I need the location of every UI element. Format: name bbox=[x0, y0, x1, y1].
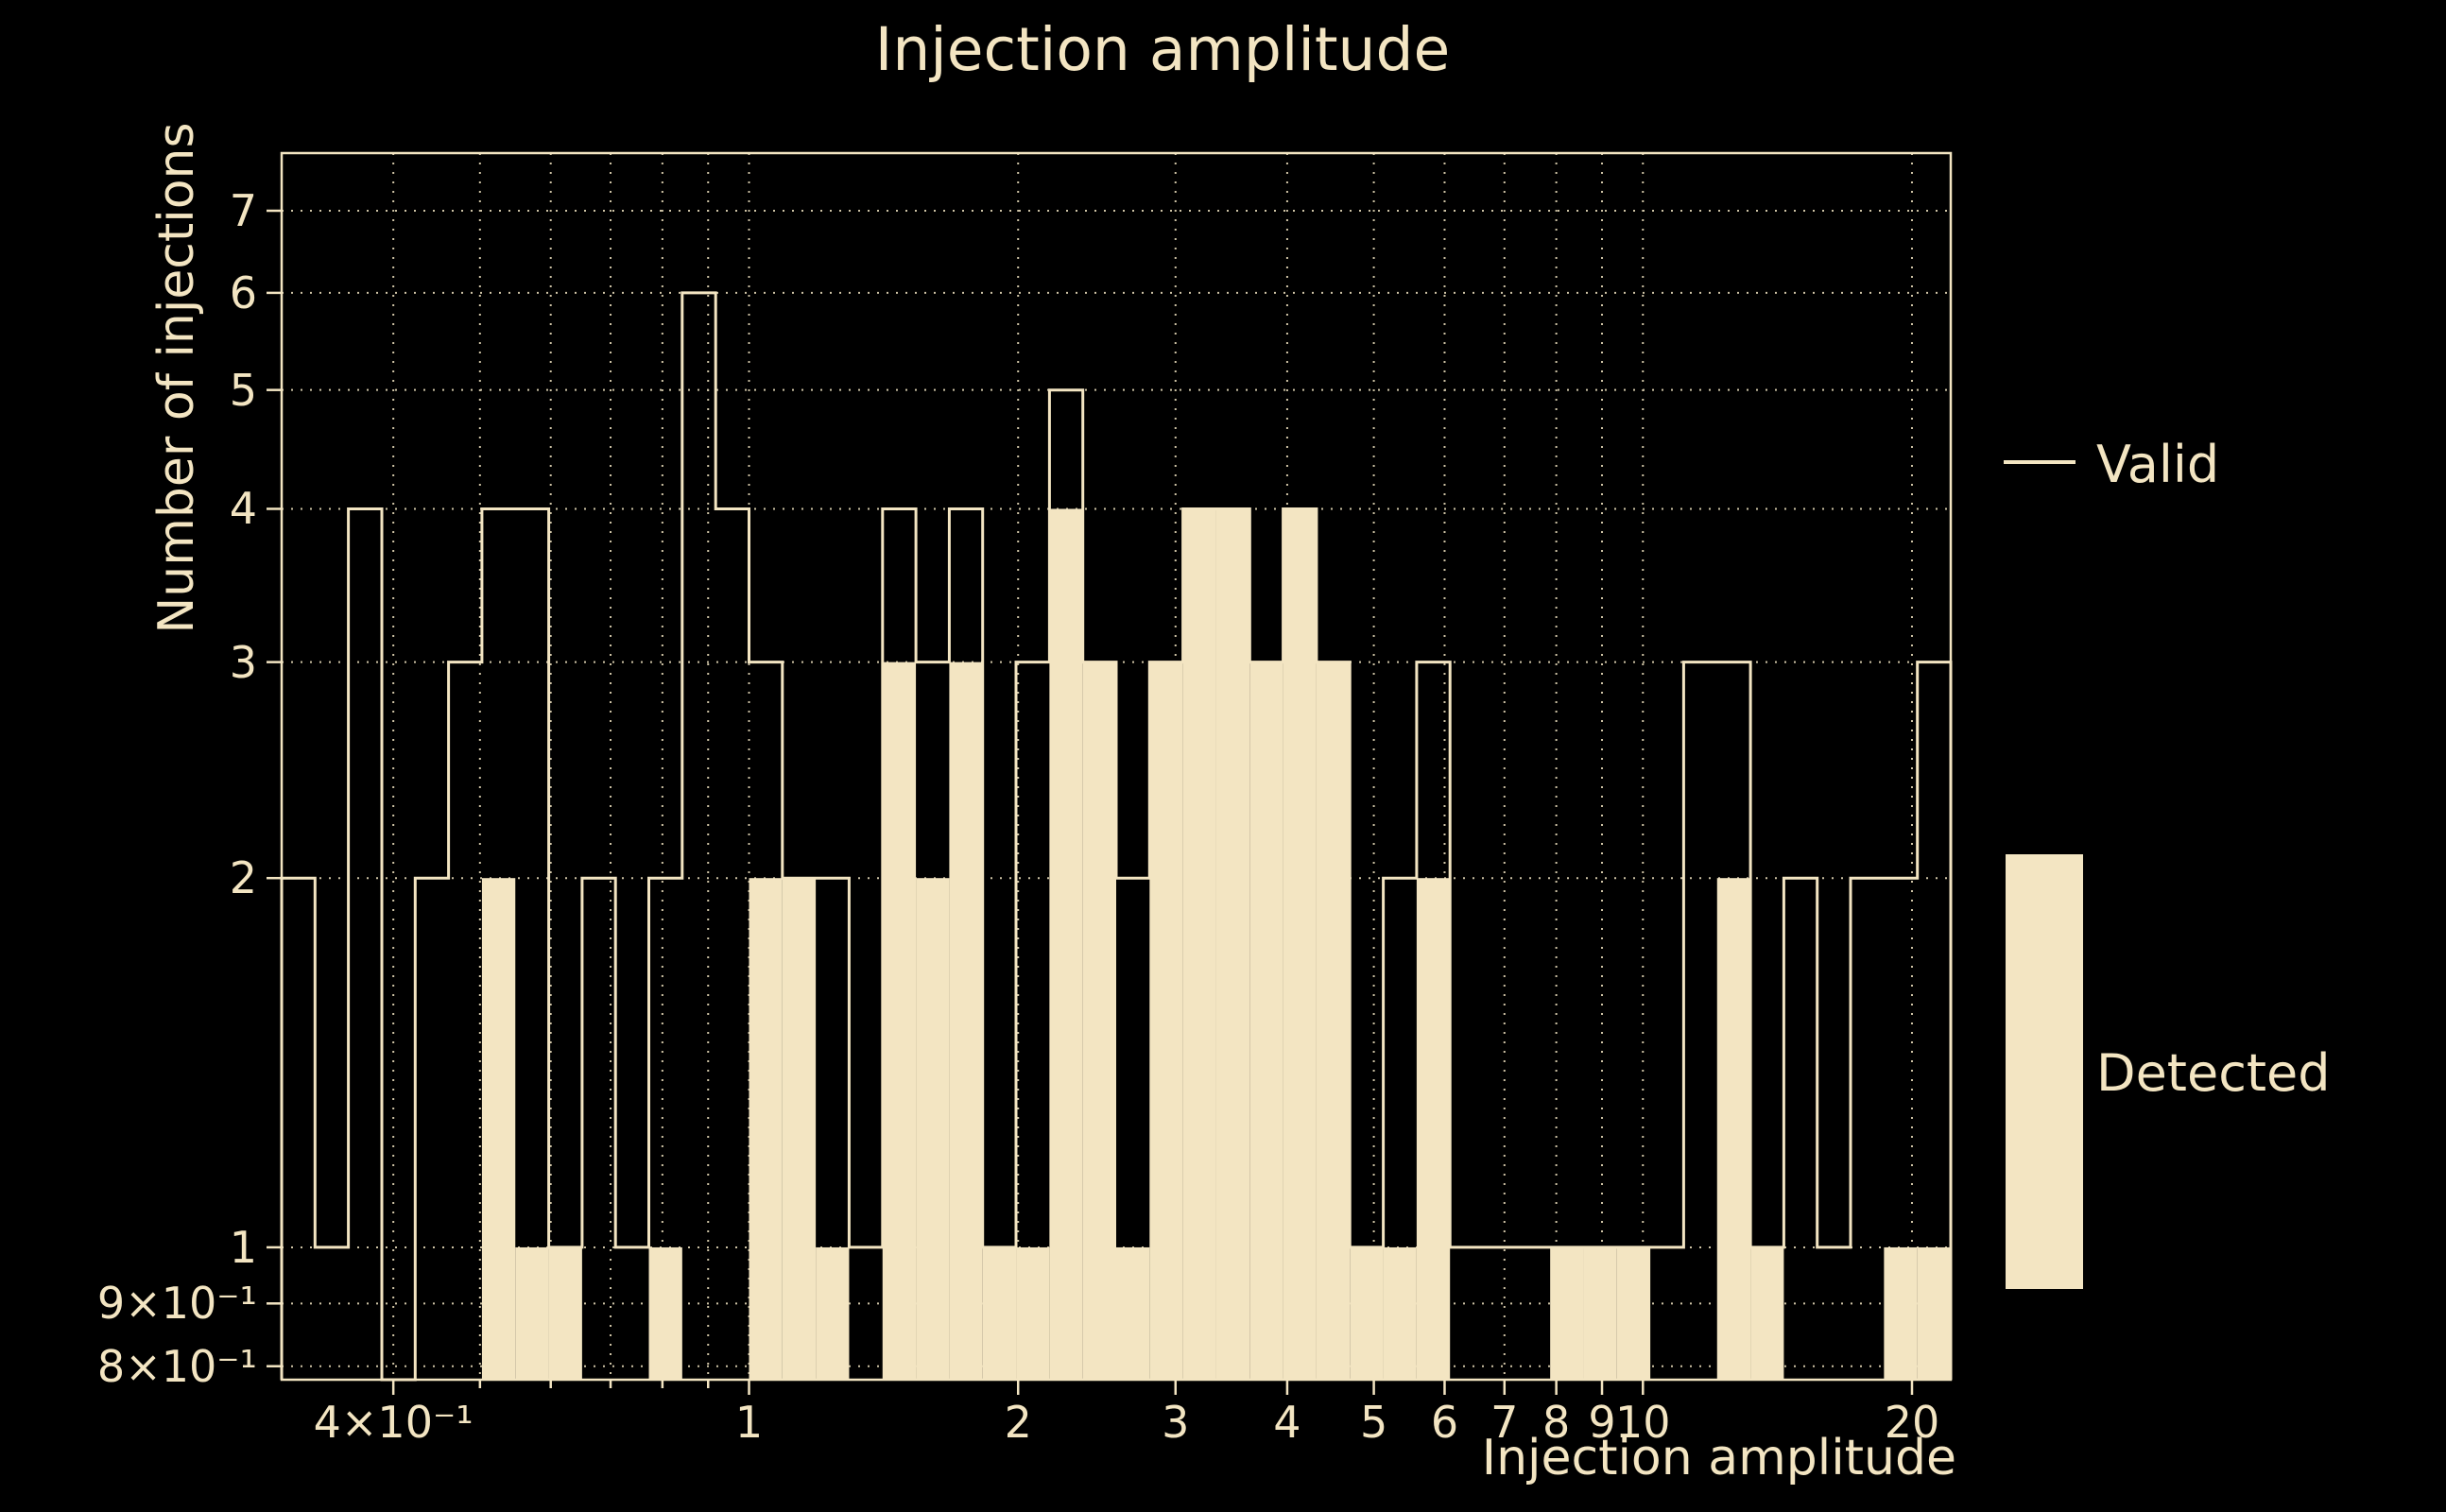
detected-bar bbox=[1383, 1246, 1417, 1380]
x-tick-label-20: 20 bbox=[1884, 1397, 1940, 1448]
plot-frame bbox=[280, 151, 1953, 1382]
y-tick-label-7: 7 bbox=[229, 185, 257, 236]
detected-bar bbox=[648, 1246, 682, 1380]
detected-fill-swatch bbox=[2006, 854, 2083, 1289]
chart-title: Injection amplitude bbox=[874, 15, 1451, 84]
detected-bar bbox=[882, 662, 917, 1380]
x-tick-label-2: 2 bbox=[1004, 1397, 1032, 1448]
x-tick-label-3: 3 bbox=[1162, 1397, 1190, 1448]
y-tick-label-5: 5 bbox=[229, 364, 257, 416]
y-tick-label-0.9: 9×10⁻¹ bbox=[96, 1278, 257, 1330]
detected-bar bbox=[1550, 1246, 1584, 1380]
y-tick-label-3: 3 bbox=[229, 636, 257, 688]
detected-bar bbox=[782, 878, 817, 1380]
legend-detected-label: Detected bbox=[2096, 1043, 2331, 1103]
x-tick-label-1: 1 bbox=[734, 1397, 764, 1448]
detected-bar bbox=[515, 1246, 549, 1380]
y-tick-label-2: 2 bbox=[229, 852, 257, 904]
detected-bar bbox=[1716, 878, 1751, 1380]
detected-bar bbox=[548, 1246, 582, 1380]
x-tick-label-8: 8 bbox=[1542, 1397, 1571, 1448]
detected-bar bbox=[1082, 662, 1116, 1380]
detected-bar bbox=[1116, 1246, 1150, 1380]
detected-bar bbox=[1416, 878, 1451, 1380]
x-tick-label-10: 10 bbox=[1615, 1397, 1671, 1448]
x-tick-label-6: 6 bbox=[1430, 1397, 1459, 1448]
detected-bar bbox=[1750, 1246, 1784, 1380]
detected-bar bbox=[1350, 1246, 1384, 1380]
x-tick-label-0.4: 4×10⁻¹ bbox=[313, 1397, 474, 1448]
tick-marks bbox=[267, 209, 1914, 1395]
detected-series bbox=[481, 508, 1951, 1380]
detected-bar bbox=[1149, 662, 1183, 1380]
detected-bar bbox=[1917, 1246, 1951, 1380]
detected-bar bbox=[481, 878, 516, 1380]
x-axis-title: Injection amplitude bbox=[1481, 1430, 1956, 1486]
x-tick-label-4: 4 bbox=[1273, 1397, 1301, 1448]
detected-bar bbox=[749, 878, 783, 1380]
detected-bar bbox=[982, 1246, 1017, 1380]
detected-bar bbox=[949, 662, 983, 1380]
y-tick-label-4: 4 bbox=[229, 483, 257, 535]
valid-line-sample-icon bbox=[2004, 460, 2076, 464]
detected-bar bbox=[916, 878, 950, 1380]
detected-bar bbox=[1616, 1246, 1651, 1380]
detected-bar bbox=[1182, 508, 1216, 1380]
detected-bar bbox=[1316, 662, 1351, 1380]
detected-bar bbox=[1249, 662, 1283, 1380]
y-tick-label-0.8: 8×10⁻¹ bbox=[96, 1340, 257, 1392]
detected-bar bbox=[1016, 1246, 1050, 1380]
detected-bar bbox=[1049, 508, 1083, 1380]
x-tick-label-5: 5 bbox=[1359, 1397, 1388, 1448]
y-tick-label-1: 1 bbox=[229, 1221, 257, 1273]
x-tick-label-7: 7 bbox=[1490, 1397, 1519, 1448]
detected-bar bbox=[1283, 508, 1317, 1380]
detected-bar bbox=[1215, 508, 1250, 1380]
detected-bar bbox=[1583, 1246, 1617, 1380]
legend-valid-label: Valid bbox=[2096, 435, 2220, 494]
x-tick-label-9: 9 bbox=[1588, 1397, 1616, 1448]
detected-bar bbox=[1884, 1246, 1918, 1380]
detected-bar bbox=[816, 1246, 850, 1380]
y-tick-label-6: 6 bbox=[229, 266, 257, 318]
valid-step-line bbox=[280, 291, 1953, 1382]
y-axis-title: Number of injections bbox=[148, 122, 205, 634]
